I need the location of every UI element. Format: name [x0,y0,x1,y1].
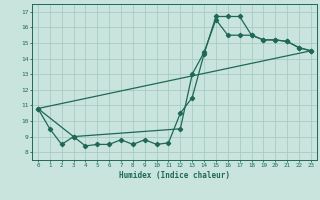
X-axis label: Humidex (Indice chaleur): Humidex (Indice chaleur) [119,171,230,180]
